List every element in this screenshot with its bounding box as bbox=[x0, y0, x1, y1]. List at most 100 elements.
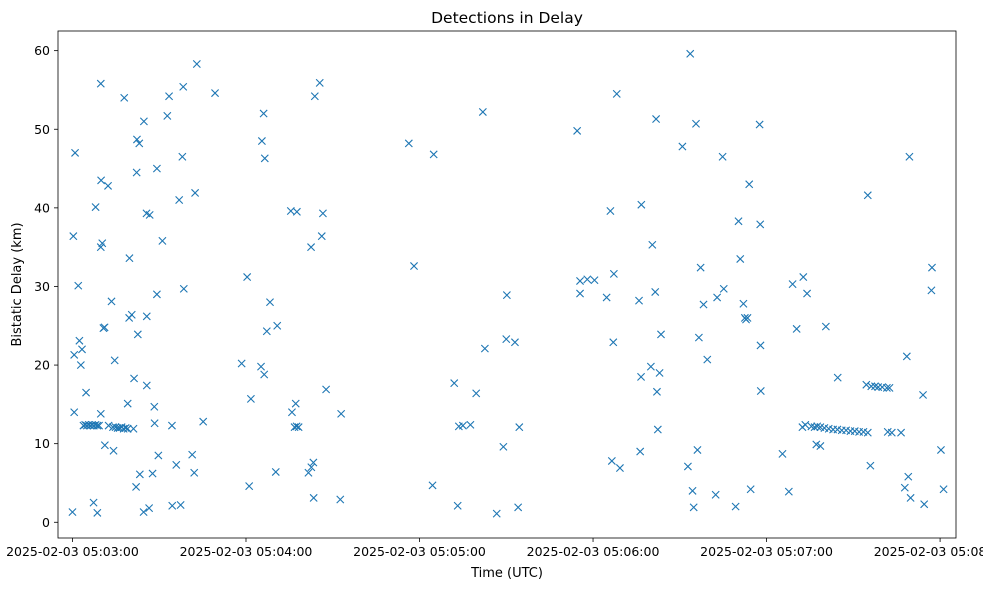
data-point-marker bbox=[863, 428, 872, 437]
data-point-marker bbox=[694, 333, 703, 342]
data-point-marker bbox=[176, 500, 185, 509]
data-point-marker bbox=[211, 89, 220, 98]
data-point-marker bbox=[799, 273, 808, 282]
data-point-marker bbox=[190, 468, 199, 477]
data-point-marker bbox=[152, 164, 161, 173]
data-point-marker bbox=[743, 313, 752, 322]
data-point-marker bbox=[731, 502, 740, 511]
data-point-marker bbox=[199, 417, 208, 426]
data-point-marker bbox=[121, 423, 130, 432]
data-point-marker bbox=[755, 120, 764, 129]
data-point-marker bbox=[95, 421, 104, 430]
data-point-marker bbox=[294, 423, 303, 432]
data-point-marker bbox=[127, 310, 136, 319]
data-point-marker bbox=[93, 508, 102, 517]
data-point-marker bbox=[309, 458, 318, 467]
data-point-marker bbox=[648, 240, 657, 249]
axes-frame bbox=[57, 30, 957, 539]
y-tick-label: 30 bbox=[34, 279, 50, 294]
data-point-marker bbox=[322, 385, 331, 394]
x-axis-ticks: 2025-02-03 05:03:00 2025-02-03 05:04:00 20… bbox=[6, 538, 983, 559]
data-point-marker bbox=[246, 394, 255, 403]
x-tick-label: 2025-02-03 05:03:00 bbox=[6, 544, 139, 559]
data-point-marker bbox=[91, 203, 100, 212]
data-point-marker bbox=[606, 207, 615, 215]
data-point-marker bbox=[309, 493, 318, 502]
data-point-marker bbox=[125, 254, 134, 263]
data-point-marker bbox=[291, 399, 300, 408]
data-point-marker bbox=[123, 424, 132, 433]
data-point-marker bbox=[692, 119, 700, 128]
data-point-marker bbox=[812, 440, 821, 449]
data-point-marker bbox=[736, 254, 745, 263]
data-point-marker bbox=[936, 445, 945, 454]
data-point-marker bbox=[69, 232, 78, 241]
data-point-marker bbox=[862, 380, 871, 389]
data-point-marker bbox=[292, 207, 301, 216]
data-point-marker bbox=[97, 176, 106, 185]
data-point-marker bbox=[637, 372, 646, 381]
y-tick-label: 40 bbox=[34, 200, 50, 215]
data-point-marker bbox=[129, 424, 138, 433]
data-point-marker bbox=[257, 137, 266, 146]
data-point-marker bbox=[803, 289, 812, 298]
x-axis-label: Time (UTC) bbox=[470, 566, 543, 581]
y-axis-ticks: 0 10 20 30 40 50 60 bbox=[34, 43, 58, 530]
data-point-marker bbox=[259, 109, 268, 118]
data-point-marker bbox=[82, 388, 91, 397]
data-point-marker bbox=[602, 293, 611, 302]
data-point-marker bbox=[172, 460, 181, 469]
data-point-marker bbox=[906, 493, 915, 502]
data-point-marker bbox=[100, 323, 109, 332]
data-point-marker bbox=[167, 421, 176, 430]
y-tick-label: 50 bbox=[34, 122, 50, 137]
data-point-marker bbox=[778, 449, 787, 458]
data-point-marker bbox=[104, 421, 113, 430]
data-point-marker bbox=[882, 383, 891, 392]
data-point-marker bbox=[636, 447, 645, 456]
data-point-marker bbox=[109, 446, 118, 455]
chart-title: Detections in Delay bbox=[431, 9, 583, 27]
data-point-marker bbox=[120, 93, 129, 102]
data-point-marker bbox=[317, 232, 326, 241]
data-point-marker bbox=[734, 217, 743, 226]
data-point-marker bbox=[615, 464, 624, 473]
data-point-marker bbox=[703, 355, 712, 364]
data-point-marker bbox=[756, 387, 765, 395]
data-point-marker bbox=[502, 335, 511, 344]
data-point-marker bbox=[178, 152, 187, 161]
data-point-marker bbox=[318, 209, 327, 218]
data-point-marker bbox=[70, 408, 79, 417]
data-point-marker bbox=[273, 321, 282, 330]
data-point-marker bbox=[472, 389, 481, 398]
data-point-marker bbox=[191, 188, 200, 197]
data-point-marker bbox=[612, 89, 621, 98]
data-point-marker bbox=[150, 419, 159, 428]
data-point-marker bbox=[188, 450, 197, 459]
data-point-marker bbox=[833, 373, 842, 382]
data-point-marker bbox=[939, 485, 948, 494]
x-tick-label: 2025-02-03 05:05:00 bbox=[353, 544, 486, 559]
data-point-marker bbox=[453, 501, 462, 510]
data-point-marker bbox=[885, 383, 894, 392]
data-point-marker bbox=[78, 345, 86, 354]
data-point-marker bbox=[683, 462, 692, 471]
data-point-marker bbox=[150, 402, 159, 411]
data-point-marker bbox=[135, 470, 144, 479]
data-point-marker bbox=[756, 220, 765, 229]
data-point-marker bbox=[813, 422, 822, 431]
data-point-marker bbox=[287, 408, 296, 417]
data-point-marker bbox=[107, 297, 116, 306]
data-point-marker bbox=[93, 421, 102, 430]
data-point-marker bbox=[104, 181, 113, 190]
data-point-marker bbox=[132, 482, 141, 491]
data-point-marker bbox=[515, 423, 524, 432]
data-point-marker bbox=[713, 293, 722, 302]
data-point-marker bbox=[158, 236, 167, 245]
data-point-marker bbox=[179, 284, 188, 293]
data-point-marker bbox=[142, 312, 151, 321]
data-point-marker bbox=[657, 330, 665, 339]
data-point-marker bbox=[637, 200, 646, 209]
data-point-marker bbox=[71, 148, 80, 157]
data-point-marker bbox=[810, 423, 819, 432]
